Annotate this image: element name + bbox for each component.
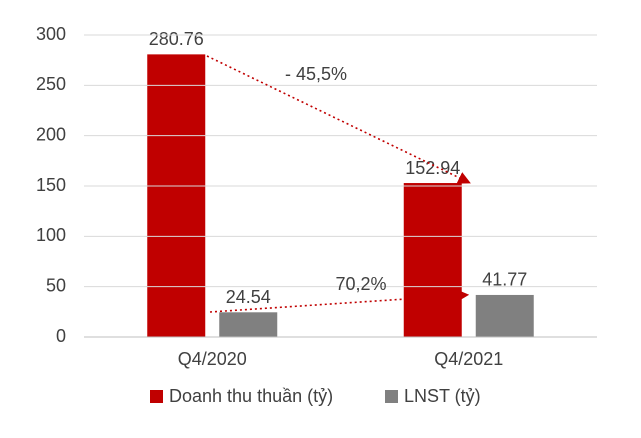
y-tick-label: 150 — [36, 175, 66, 195]
legend-label: Doanh thu thuần (tỷ) — [169, 386, 333, 406]
annotation: - 45,5% — [285, 64, 347, 84]
y-tick-label: 100 — [36, 225, 66, 245]
bar — [403, 183, 462, 337]
y-tick-label: 200 — [36, 124, 66, 144]
bar — [147, 54, 206, 338]
bar — [219, 312, 278, 337]
y-tick-label: 50 — [46, 275, 66, 295]
trend-arrow — [206, 55, 471, 184]
value-label: 41.77 — [482, 270, 527, 290]
y-tick-label: 300 — [36, 24, 66, 44]
legend-swatch — [385, 390, 398, 403]
y-tick-label: 250 — [36, 74, 66, 94]
legend-label: LNST (tỷ) — [404, 386, 481, 406]
y-tick-label: 0 — [56, 326, 66, 346]
value-label: 24.54 — [226, 287, 271, 307]
x-tick-label: Q4/2021 — [434, 349, 503, 369]
x-tick-label: Q4/2020 — [178, 349, 247, 369]
bar — [475, 294, 534, 337]
value-label: 152.94 — [405, 158, 460, 178]
annotation: 70,2% — [335, 274, 386, 294]
value-label: 280.76 — [149, 29, 204, 49]
legend-swatch — [150, 390, 163, 403]
